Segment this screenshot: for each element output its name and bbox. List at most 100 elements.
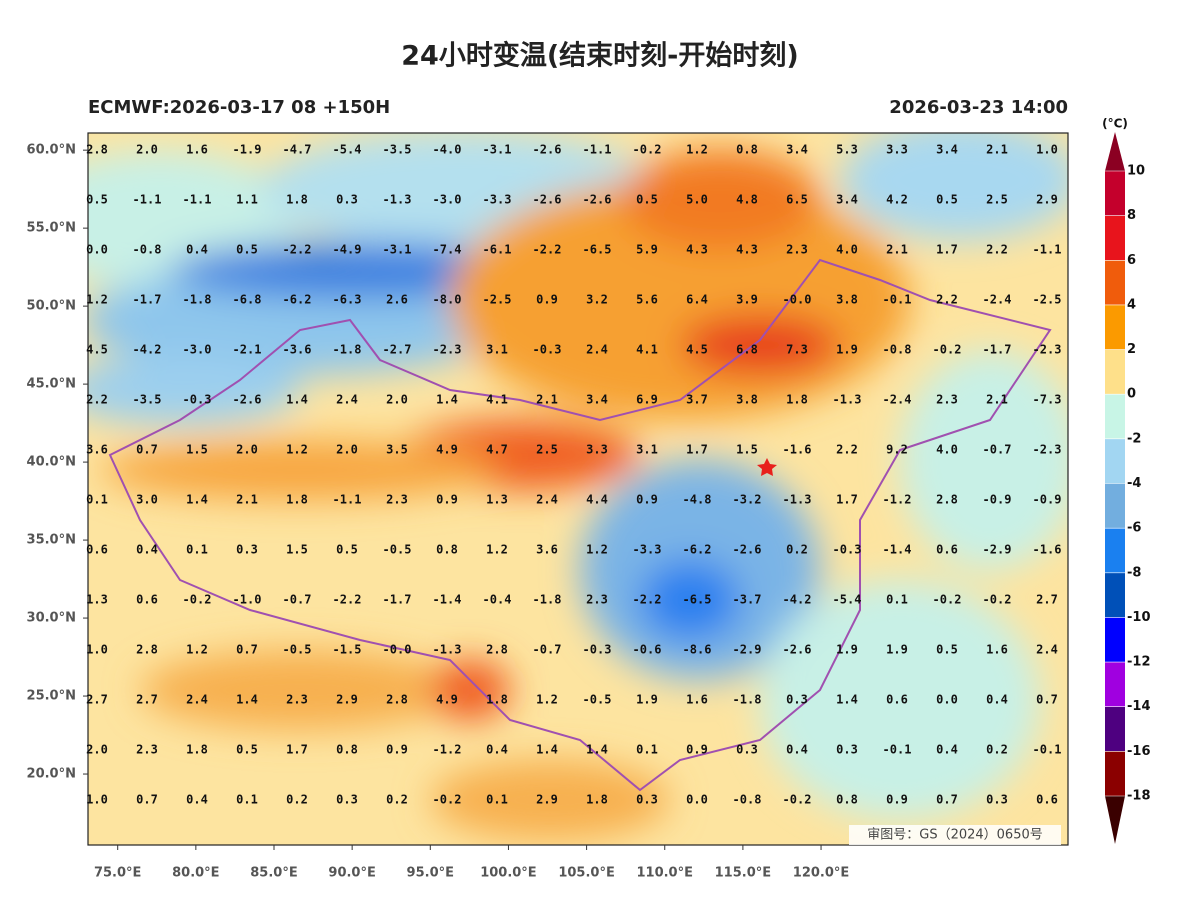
- grid-value: 3.6: [536, 543, 558, 557]
- grid-value: -6.8: [233, 293, 262, 307]
- grid-value: -7.3: [1033, 393, 1062, 407]
- grid-value: 3.6: [86, 443, 108, 457]
- grid-value: 1.7: [936, 243, 958, 257]
- grid-value: 1.2: [486, 543, 508, 557]
- grid-value: 0.6: [136, 593, 158, 607]
- grid-value: 2.1: [986, 143, 1008, 157]
- subtitle-left: ECMWF:2026-03-17 08 +150H: [88, 97, 390, 118]
- grid-value: 1.4: [836, 693, 858, 707]
- colorbar-segment: [1105, 662, 1125, 708]
- colorbar-label: -18: [1127, 789, 1151, 804]
- grid-value: -4.7: [283, 143, 312, 157]
- grid-value: 3.7: [686, 393, 708, 407]
- lat-tick-label: 40.0°N: [27, 455, 76, 470]
- grid-value: 0.3: [336, 193, 358, 207]
- grid-value: 2.2: [986, 243, 1008, 257]
- grid-value: -2.5: [483, 293, 512, 307]
- grid-value: -1.2: [433, 743, 462, 757]
- grid-value: -0.2: [633, 143, 662, 157]
- grid-value: 2.3: [786, 243, 808, 257]
- grid-value: -2.7: [383, 343, 412, 357]
- lat-tick-label: 45.0°N: [27, 377, 76, 392]
- grid-value: 1.2: [686, 143, 708, 157]
- grid-value: 0.9: [886, 793, 908, 807]
- grid-value: 1.8: [286, 193, 308, 207]
- grid-value: 0.1: [886, 593, 908, 607]
- grid-value: 5.9: [636, 243, 658, 257]
- grid-value: -2.2: [333, 593, 362, 607]
- grid-value: 2.1: [536, 393, 558, 407]
- grid-value: 2.5: [986, 193, 1008, 207]
- grid-value: -1.4: [883, 543, 912, 557]
- grid-value: 1.6: [986, 643, 1008, 657]
- grid-value: 0.9: [386, 743, 408, 757]
- field: [88, 133, 1068, 845]
- grid-value: 2.4: [336, 393, 358, 407]
- grid-value: -0.8: [883, 343, 912, 357]
- grid-value: 0.1: [636, 743, 658, 757]
- grid-value: -2.4: [883, 393, 912, 407]
- grid-value: -2.6: [533, 143, 562, 157]
- grid-value: 4.3: [686, 243, 708, 257]
- grid-value: 1.9: [886, 643, 908, 657]
- grid-value: 2.7: [86, 693, 108, 707]
- grid-value: -0.6: [633, 643, 662, 657]
- grid-value: 1.6: [186, 143, 208, 157]
- lat-tick-label: 60.0°N: [27, 143, 76, 158]
- grid-value: 3.4: [836, 193, 858, 207]
- grid-value: -4.8: [683, 493, 712, 507]
- field-blobs: [88, 133, 1068, 840]
- grid-value: -2.6: [733, 543, 762, 557]
- lon-tick-label: 75.0°E: [94, 866, 141, 881]
- grid-value: 0.5: [336, 543, 358, 557]
- grid-value: -0.1: [1033, 743, 1062, 757]
- grid-value: 1.4: [286, 393, 308, 407]
- grid-value: -3.6: [283, 343, 312, 357]
- grid-value: 0.0: [936, 693, 958, 707]
- grid-value: -3.1: [483, 143, 512, 157]
- grid-value: -0.3: [183, 393, 212, 407]
- title: 24小时变温(结束时刻-开始时刻): [401, 40, 798, 72]
- colorbar-label: -8: [1127, 565, 1141, 580]
- grid-value: 0.2: [386, 793, 408, 807]
- grid-value: 2.1: [986, 393, 1008, 407]
- grid-value: 3.1: [636, 443, 658, 457]
- colorbar-label: 8: [1127, 208, 1136, 223]
- grid-value: 0.7: [136, 443, 158, 457]
- grid-value: -4.9: [333, 243, 362, 257]
- grid-value: -3.3: [633, 543, 662, 557]
- grid-value: -5.4: [833, 593, 862, 607]
- colorbar-label: -10: [1127, 610, 1151, 625]
- colorbar-label: -4: [1127, 476, 1141, 491]
- grid-value: 1.5: [736, 443, 758, 457]
- grid-value: -5.4: [333, 143, 362, 157]
- grid-value: 1.8: [186, 743, 208, 757]
- grid-value: 3.4: [786, 143, 808, 157]
- grid-value: 0.3: [736, 743, 758, 757]
- grid-value: -1.7: [983, 343, 1012, 357]
- watermark: 审图号：GS（2024）0650号: [867, 828, 1043, 843]
- grid-value: 2.3: [136, 743, 158, 757]
- colorbar-label: -2: [1127, 431, 1141, 446]
- grid-value: -0.7: [283, 593, 312, 607]
- grid-value: 4.5: [86, 343, 108, 357]
- grid-value: -1.6: [783, 443, 812, 457]
- grid-value: 0.8: [336, 743, 358, 757]
- grid-value: 1.6: [686, 693, 708, 707]
- grid-value: -6.2: [683, 543, 712, 557]
- grid-value: 0.7: [1036, 693, 1058, 707]
- grid-value: 0.5: [86, 193, 108, 207]
- grid-value: 1.4: [236, 693, 258, 707]
- grid-value: -1.3: [383, 193, 412, 207]
- grid-value: -8.6: [683, 643, 712, 657]
- colorbar-segment: [1105, 528, 1125, 574]
- lon-tick-label: 115.0°E: [715, 866, 772, 881]
- grid-value: -3.1: [383, 243, 412, 257]
- colorbar-segment: [1105, 617, 1125, 663]
- grid-value: -0.3: [833, 543, 862, 557]
- grid-value: 1.2: [536, 693, 558, 707]
- grid-value: -6.3: [333, 293, 362, 307]
- grid-value: 7.3: [786, 343, 808, 357]
- grid-value: 0.1: [486, 793, 508, 807]
